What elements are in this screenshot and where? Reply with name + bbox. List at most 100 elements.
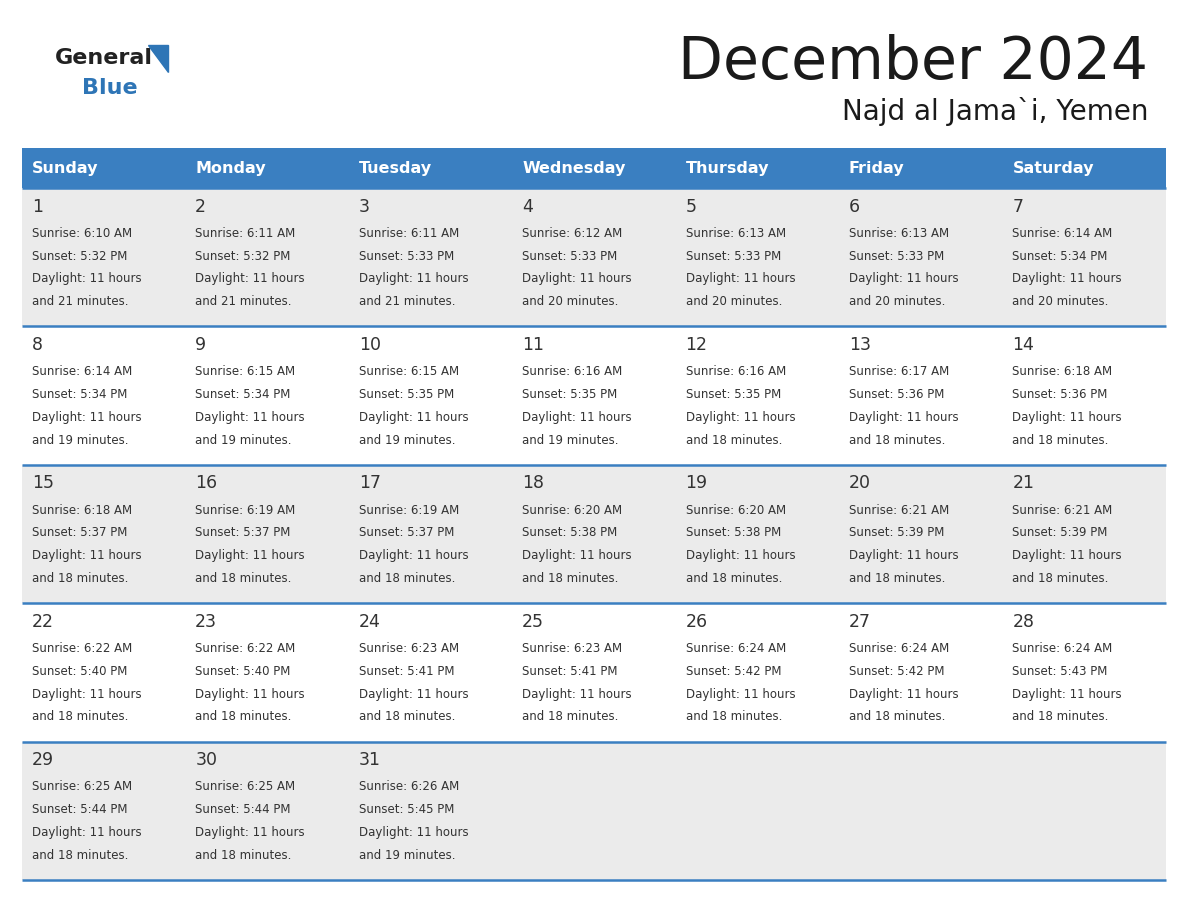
Bar	[23, 148, 185, 188]
Text: Sunrise: 6:15 AM: Sunrise: 6:15 AM	[195, 365, 296, 378]
Text: 27: 27	[849, 613, 871, 631]
Text: Daylight: 11 hours: Daylight: 11 hours	[32, 688, 141, 700]
Text: Sunrise: 6:24 AM: Sunrise: 6:24 AM	[849, 642, 949, 655]
Text: 24: 24	[359, 613, 380, 631]
Text: Daylight: 11 hours: Daylight: 11 hours	[195, 688, 305, 700]
Text: Daylight: 11 hours: Daylight: 11 hours	[685, 411, 795, 424]
Text: Sunrise: 6:23 AM: Sunrise: 6:23 AM	[522, 642, 623, 655]
Text: General: General	[55, 48, 153, 68]
Text: Daylight: 11 hours: Daylight: 11 hours	[359, 826, 468, 839]
Text: Sunset: 5:38 PM: Sunset: 5:38 PM	[522, 526, 618, 540]
Bar	[839, 327, 1003, 465]
Text: 31: 31	[359, 751, 380, 769]
Text: 15: 15	[32, 475, 53, 492]
Text: Sunrise: 6:19 AM: Sunrise: 6:19 AM	[195, 504, 296, 517]
Text: 22: 22	[32, 613, 53, 631]
Bar	[349, 465, 512, 603]
Text: Sunset: 5:34 PM: Sunset: 5:34 PM	[1012, 250, 1107, 263]
Text: and 18 minutes.: and 18 minutes.	[685, 711, 782, 723]
Text: and 20 minutes.: and 20 minutes.	[1012, 296, 1108, 308]
Bar	[1003, 148, 1165, 188]
Bar	[1003, 742, 1165, 880]
Text: and 18 minutes.: and 18 minutes.	[685, 433, 782, 447]
Text: Sunset: 5:39 PM: Sunset: 5:39 PM	[1012, 526, 1107, 540]
Text: Daylight: 11 hours: Daylight: 11 hours	[1012, 549, 1121, 562]
Text: Sunrise: 6:20 AM: Sunrise: 6:20 AM	[685, 504, 785, 517]
Text: Sunrise: 6:13 AM: Sunrise: 6:13 AM	[685, 227, 785, 240]
Text: 3: 3	[359, 197, 369, 216]
Text: 29: 29	[32, 751, 53, 769]
Text: 19: 19	[685, 475, 708, 492]
Text: and 19 minutes.: and 19 minutes.	[359, 433, 455, 447]
Bar	[349, 603, 512, 742]
Bar	[676, 603, 839, 742]
Text: Sunrise: 6:24 AM: Sunrise: 6:24 AM	[685, 642, 785, 655]
Text: 2: 2	[195, 197, 207, 216]
Text: Sunrise: 6:15 AM: Sunrise: 6:15 AM	[359, 365, 459, 378]
Text: 17: 17	[359, 475, 380, 492]
Text: Daylight: 11 hours: Daylight: 11 hours	[195, 411, 305, 424]
Text: Blue: Blue	[82, 78, 138, 98]
Text: Daylight: 11 hours: Daylight: 11 hours	[849, 411, 959, 424]
Bar	[512, 603, 676, 742]
Text: Sunset: 5:37 PM: Sunset: 5:37 PM	[359, 526, 454, 540]
Text: Sunrise: 6:25 AM: Sunrise: 6:25 AM	[195, 780, 296, 793]
Text: Sunset: 5:34 PM: Sunset: 5:34 PM	[32, 388, 127, 401]
Polygon shape	[148, 45, 168, 72]
Text: 8: 8	[32, 336, 43, 354]
Text: Daylight: 11 hours: Daylight: 11 hours	[685, 273, 795, 285]
Text: and 18 minutes.: and 18 minutes.	[685, 572, 782, 585]
Text: 26: 26	[685, 613, 708, 631]
Text: and 18 minutes.: and 18 minutes.	[32, 572, 128, 585]
Text: 14: 14	[1012, 336, 1035, 354]
Text: Daylight: 11 hours: Daylight: 11 hours	[522, 688, 632, 700]
Bar	[1003, 603, 1165, 742]
Text: and 18 minutes.: and 18 minutes.	[1012, 711, 1108, 723]
Text: Sunrise: 6:10 AM: Sunrise: 6:10 AM	[32, 227, 132, 240]
Text: and 21 minutes.: and 21 minutes.	[32, 296, 128, 308]
Text: and 21 minutes.: and 21 minutes.	[359, 296, 455, 308]
Text: Daylight: 11 hours: Daylight: 11 hours	[195, 549, 305, 562]
Text: 30: 30	[195, 751, 217, 769]
Text: Sunset: 5:33 PM: Sunset: 5:33 PM	[849, 250, 944, 263]
Text: 11: 11	[522, 336, 544, 354]
Text: and 18 minutes.: and 18 minutes.	[849, 433, 946, 447]
Text: 20: 20	[849, 475, 871, 492]
Text: Daylight: 11 hours: Daylight: 11 hours	[32, 549, 141, 562]
Text: Daylight: 11 hours: Daylight: 11 hours	[522, 549, 632, 562]
Text: 12: 12	[685, 336, 708, 354]
Bar	[23, 603, 185, 742]
Bar	[185, 188, 349, 327]
Text: Sunrise: 6:18 AM: Sunrise: 6:18 AM	[32, 504, 132, 517]
Bar	[185, 465, 349, 603]
Text: Daylight: 11 hours: Daylight: 11 hours	[849, 549, 959, 562]
Text: Sunrise: 6:21 AM: Sunrise: 6:21 AM	[1012, 504, 1113, 517]
Text: 28: 28	[1012, 613, 1035, 631]
Text: Sunset: 5:42 PM: Sunset: 5:42 PM	[685, 665, 781, 677]
Text: Sunset: 5:38 PM: Sunset: 5:38 PM	[685, 526, 781, 540]
Text: Sunrise: 6:11 AM: Sunrise: 6:11 AM	[195, 227, 296, 240]
Text: and 18 minutes.: and 18 minutes.	[849, 572, 946, 585]
Bar	[512, 188, 676, 327]
Text: Daylight: 11 hours: Daylight: 11 hours	[359, 688, 468, 700]
Text: Friday: Friday	[849, 161, 904, 175]
Bar	[512, 742, 676, 880]
Bar	[185, 742, 349, 880]
Text: Sunset: 5:41 PM: Sunset: 5:41 PM	[522, 665, 618, 677]
Text: Sunrise: 6:18 AM: Sunrise: 6:18 AM	[1012, 365, 1112, 378]
Text: Sunset: 5:43 PM: Sunset: 5:43 PM	[1012, 665, 1107, 677]
Text: and 20 minutes.: and 20 minutes.	[685, 296, 782, 308]
Bar	[676, 327, 839, 465]
Bar	[839, 603, 1003, 742]
Bar	[349, 148, 512, 188]
Text: Sunset: 5:33 PM: Sunset: 5:33 PM	[359, 250, 454, 263]
Text: Sunset: 5:35 PM: Sunset: 5:35 PM	[522, 388, 618, 401]
Text: Tuesday: Tuesday	[359, 161, 431, 175]
Text: and 18 minutes.: and 18 minutes.	[1012, 572, 1108, 585]
Text: and 18 minutes.: and 18 minutes.	[849, 711, 946, 723]
Text: Sunrise: 6:14 AM: Sunrise: 6:14 AM	[32, 365, 132, 378]
Text: Sunset: 5:41 PM: Sunset: 5:41 PM	[359, 665, 454, 677]
Bar	[676, 148, 839, 188]
Text: Sunset: 5:39 PM: Sunset: 5:39 PM	[849, 526, 944, 540]
Text: 5: 5	[685, 197, 696, 216]
